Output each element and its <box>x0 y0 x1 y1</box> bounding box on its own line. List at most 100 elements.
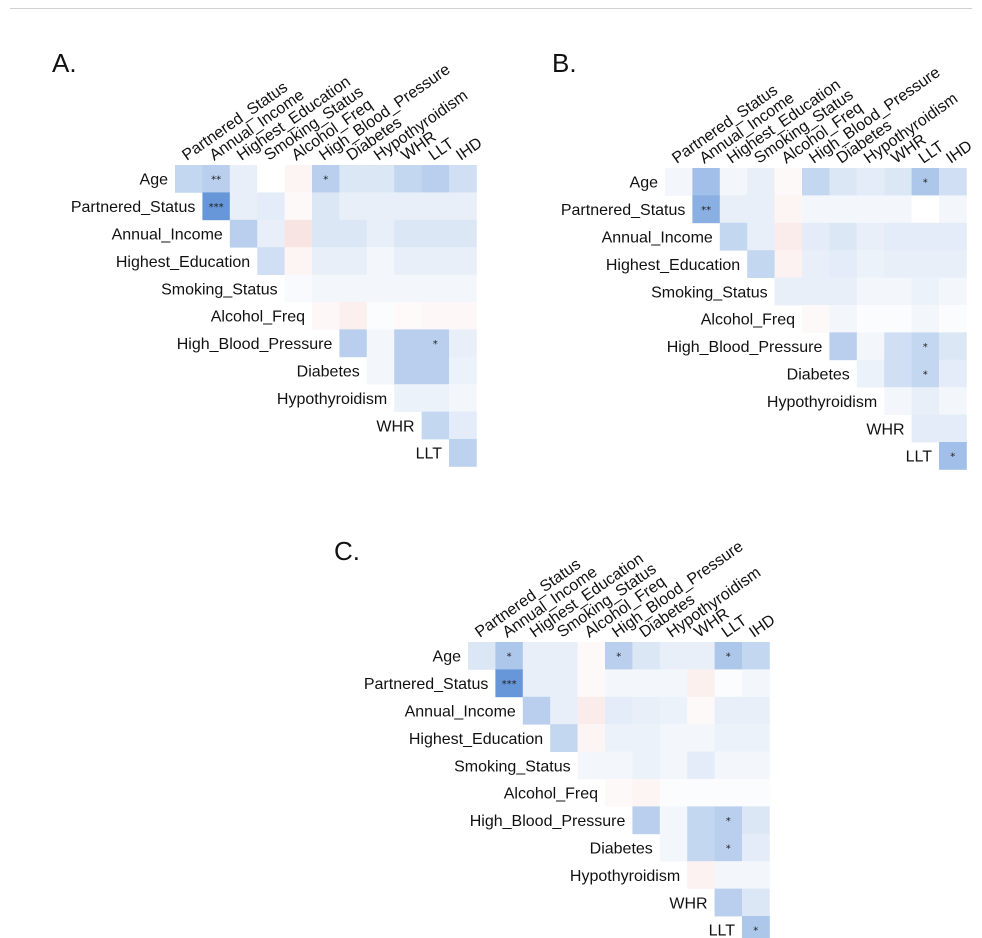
heatmap-cell <box>312 274 340 303</box>
heatmap-cell <box>884 387 912 415</box>
significance-marker: * <box>726 652 731 663</box>
heatmap-cell <box>366 274 395 303</box>
heatmap-cell <box>884 332 912 361</box>
heatmap-cell <box>802 195 830 224</box>
row-label: Age <box>140 172 169 189</box>
row-label: Age <box>630 175 659 192</box>
heatmap-cell <box>659 669 688 698</box>
heatmap-cell <box>495 669 524 698</box>
heatmap-cell <box>175 165 203 193</box>
heatmap-cell <box>856 359 885 388</box>
heatmap-cell <box>577 669 606 698</box>
row-label: LLT <box>709 923 736 938</box>
row-label: Diabetes <box>787 367 850 384</box>
heatmap-cell <box>605 669 633 698</box>
panel-letter: C. <box>334 536 360 566</box>
heatmap-cell <box>714 806 743 835</box>
heatmap-cell <box>421 247 450 275</box>
row-label: LLT <box>416 446 443 463</box>
heatmap-cell <box>829 195 858 224</box>
heatmap-cell <box>911 277 940 306</box>
heatmap-cell <box>939 359 967 388</box>
row-label: Hypothyroidism <box>767 394 877 411</box>
heatmap-cell <box>692 168 721 196</box>
heatmap-cell <box>421 411 450 440</box>
heatmap-cell <box>911 387 940 415</box>
heatmap-cell <box>911 168 940 196</box>
heatmap-cell <box>911 250 940 278</box>
heatmap-cell <box>522 669 551 698</box>
heatmap-cell <box>802 168 830 196</box>
heatmap-cell <box>829 277 858 306</box>
panel-letter: A. <box>52 48 77 78</box>
heatmap-cell <box>687 669 715 698</box>
heatmap-cell <box>605 724 633 752</box>
heatmap-cell <box>911 359 940 388</box>
heatmap-cell <box>449 247 477 275</box>
heatmap-cell <box>257 219 285 248</box>
significance-marker: * <box>616 652 621 663</box>
heatmap-cell <box>911 305 940 333</box>
row-label: Annual_Income <box>112 227 223 244</box>
row-label: Alcohol_Freq <box>701 312 795 329</box>
heatmap-cell <box>714 888 743 917</box>
heatmap-cell <box>687 806 715 835</box>
heatmap-cell <box>884 305 912 333</box>
heatmap-cell <box>421 302 450 330</box>
heatmap-cell <box>802 277 830 306</box>
row-label: Hypothyroidism <box>277 391 387 408</box>
heatmap-cell <box>665 168 693 196</box>
heatmap-cell <box>714 779 743 807</box>
heatmap-cell <box>550 696 578 725</box>
heatmap-cell <box>829 250 858 278</box>
heatmap-cell <box>449 411 477 440</box>
heatmap-cell <box>747 195 775 224</box>
significance-marker: * <box>726 816 731 827</box>
heatmap-cell <box>687 833 715 862</box>
panel-letter: B. <box>552 48 577 78</box>
row-label: Highest_Education <box>116 254 250 271</box>
heatmap-cell <box>366 165 395 193</box>
row-label: Annual_Income <box>602 230 713 247</box>
heatmap-cell <box>229 219 258 248</box>
heatmap-cell <box>522 642 551 670</box>
heatmap-cell <box>856 222 885 251</box>
heatmap-cell <box>747 168 775 196</box>
heatmap-cell <box>284 192 313 221</box>
heatmap-cell <box>312 247 340 275</box>
heatmap-cell <box>884 195 912 224</box>
heatmap-cell <box>449 329 477 358</box>
heatmap-cell <box>632 751 661 780</box>
row-label: Diabetes <box>297 364 360 381</box>
heatmap-cell <box>719 222 748 251</box>
heatmap-cell <box>659 642 688 670</box>
heatmap-cell <box>339 302 368 330</box>
row-label: Highest_Education <box>606 257 740 274</box>
row-label: Smoking_Status <box>161 281 278 298</box>
heatmap-cell <box>284 219 313 248</box>
heatmap-cell <box>939 277 967 306</box>
heatmap-cell <box>747 222 775 251</box>
heatmap-cell <box>312 219 340 248</box>
heatmap-cell <box>421 219 450 248</box>
column-label: IHD <box>943 138 975 168</box>
heatmap-cell <box>742 833 770 862</box>
row-label: LLT <box>906 449 933 466</box>
heatmap-cell <box>802 305 830 333</box>
heatmap-cell <box>366 302 395 330</box>
heatmap-cell <box>687 861 715 889</box>
heatmap-cell <box>659 696 688 725</box>
row-label: Partnered_Status <box>71 199 196 216</box>
heatmap-cell <box>774 195 803 224</box>
heatmap-cell <box>687 724 715 752</box>
heatmap-cell <box>742 642 770 670</box>
heatmap-cell <box>856 305 885 333</box>
heatmap-cell <box>939 195 967 224</box>
heatmap-cell <box>742 916 770 938</box>
heatmap-cell <box>802 222 830 251</box>
row-label: Hypothyroidism <box>570 868 680 885</box>
heatmap-cell <box>829 332 858 361</box>
heatmap-cell <box>339 247 368 275</box>
row-label: Partnered_Status <box>364 676 489 693</box>
